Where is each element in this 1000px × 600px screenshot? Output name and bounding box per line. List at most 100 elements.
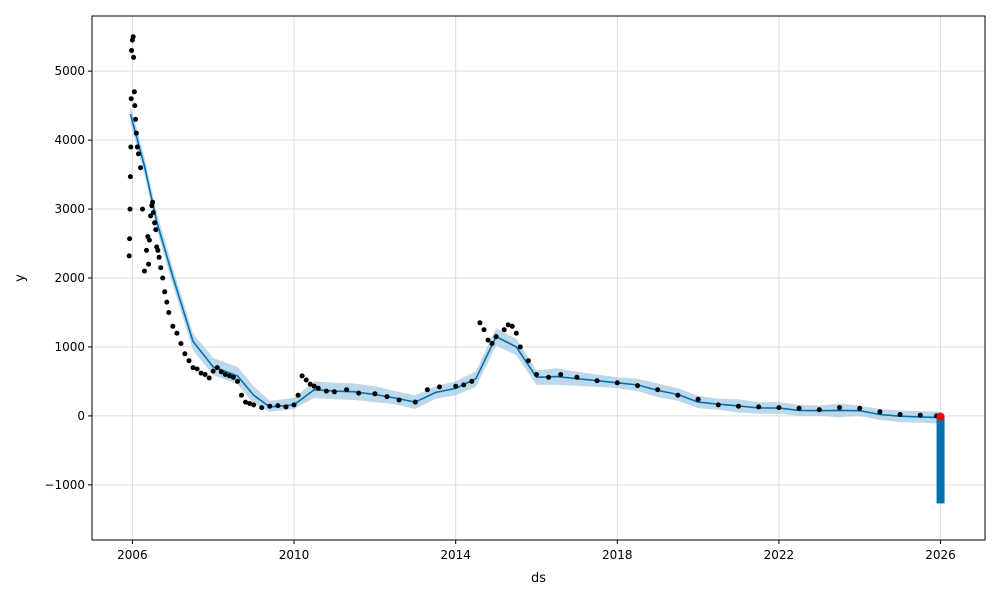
observed-point [144, 247, 149, 253]
x-tick-label: 2014 [440, 548, 471, 562]
observed-point [156, 254, 162, 260]
observed-point [190, 365, 196, 371]
observed-point [396, 397, 402, 403]
highlight-layer [936, 412, 945, 421]
observed-point [614, 380, 620, 386]
observed-point [384, 394, 390, 400]
observed-point [162, 289, 168, 295]
y-gridlines [92, 70, 985, 486]
observed-point [275, 403, 281, 409]
y-tick-label: 4000 [54, 133, 85, 147]
observed-point [877, 409, 883, 415]
observed-point [132, 103, 138, 109]
observed-point [331, 389, 337, 395]
observed-point [134, 144, 140, 150]
observed-point [424, 387, 430, 393]
observed-point [127, 174, 133, 180]
observed-point [218, 369, 224, 375]
y-axis-ticks: −1000 0 1000 2000 3000 4000 5000 [44, 64, 92, 492]
x-tick-label: 2006 [117, 548, 148, 562]
observed-point [128, 144, 134, 150]
observed-point [356, 390, 362, 396]
y-tick-label: −1000 [44, 478, 85, 492]
observed-point [501, 327, 507, 333]
observed-point [437, 384, 442, 390]
observed-point [796, 405, 802, 411]
observed-point [453, 383, 459, 389]
observed-point [140, 206, 145, 212]
forecast-bar [936, 415, 945, 504]
observed-point [150, 210, 156, 215]
observed-point [489, 341, 495, 346]
observed-point [485, 337, 491, 343]
observed-point [493, 334, 499, 340]
observed-point [315, 385, 321, 391]
observed-point [164, 299, 170, 305]
observed-point [594, 378, 600, 384]
observed-point [695, 396, 701, 402]
observed-point [166, 310, 172, 315]
x-tick-label: 2026 [925, 548, 956, 562]
observed-point [239, 392, 244, 398]
observed-point [206, 375, 212, 381]
observed-point [675, 392, 681, 398]
observed-point [816, 407, 822, 413]
observed-point [198, 370, 204, 376]
observed-point [372, 391, 378, 397]
observed-point [182, 351, 188, 357]
observed-point [243, 399, 248, 405]
observed-point [311, 383, 317, 389]
highlight-point [936, 412, 945, 421]
y-tick-label: 1000 [54, 340, 85, 354]
observed-point [148, 213, 154, 219]
observed-point [344, 387, 350, 393]
observed-point [158, 265, 164, 271]
observed-point [210, 368, 216, 374]
observed-point [412, 399, 418, 405]
observed-point [152, 220, 158, 226]
y-tick-label: 2000 [54, 271, 85, 285]
observed-point [202, 372, 208, 377]
x-tick-label: 2022 [764, 548, 795, 562]
observed-point [222, 372, 228, 377]
observed-point [259, 405, 265, 411]
observed-point [525, 358, 531, 364]
y-tick-label: 5000 [54, 64, 85, 78]
observed-point [133, 130, 139, 136]
observed-point [283, 404, 289, 410]
observed-point [155, 247, 161, 253]
observed-point [127, 236, 133, 242]
observed-point [174, 330, 180, 336]
observed-point [635, 383, 640, 389]
observed-point [477, 320, 483, 326]
x-tick-label: 2018 [602, 548, 633, 562]
observed-point [655, 387, 661, 393]
observed-point [509, 323, 515, 329]
observed-point [142, 268, 147, 274]
observed-point [146, 237, 152, 243]
observed-point [837, 405, 842, 411]
observed-point [295, 392, 301, 398]
observed-point [461, 382, 467, 388]
observed-point [756, 404, 762, 410]
observed-point [574, 374, 580, 380]
observed-point [481, 327, 487, 333]
observed-point [715, 402, 721, 408]
observed-point [214, 365, 220, 371]
x-axis-label: ds [531, 571, 546, 586]
observed-point [133, 116, 139, 122]
observed-point [917, 412, 923, 418]
observed-point [546, 374, 552, 380]
y-tick-label: 0 [77, 409, 85, 423]
observed-point [251, 402, 257, 408]
observed-point [736, 403, 741, 409]
observed-point [131, 89, 137, 95]
x-tick-label: 2010 [279, 548, 310, 562]
observed-point [150, 199, 156, 205]
observed-point [267, 403, 273, 409]
observed-point [136, 151, 141, 157]
forecast-bar-layer [936, 415, 945, 504]
observed-point [146, 261, 152, 267]
observed-point [235, 378, 240, 384]
observed-point [194, 366, 200, 372]
